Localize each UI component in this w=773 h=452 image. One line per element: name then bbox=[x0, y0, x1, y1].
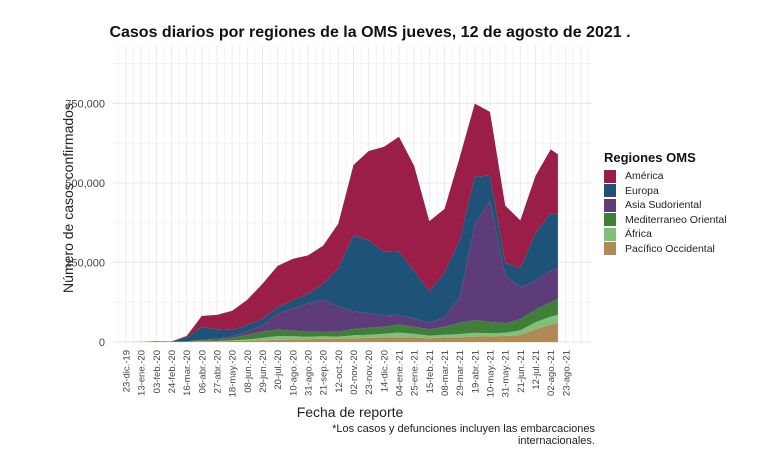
x-axis-label: Fecha de reporte bbox=[296, 404, 404, 420]
x-tick-label: 19-abr.-21 bbox=[470, 350, 481, 393]
x-tick-label: 21-sep.-20 bbox=[319, 350, 330, 395]
x-tick-label: 29-mar.-21 bbox=[455, 350, 466, 396]
legend-swatch bbox=[604, 169, 616, 183]
x-tick-label: 21-jun.-21 bbox=[516, 350, 527, 393]
x-tick-label: 13-ene.-20 bbox=[137, 350, 148, 396]
legend-swatch bbox=[604, 213, 616, 227]
legend-item: Europa bbox=[604, 184, 727, 199]
legend-label: África bbox=[625, 228, 652, 241]
legend-item: África bbox=[604, 227, 727, 242]
x-tick-label: 27-abr.-20 bbox=[213, 350, 224, 393]
legend-item: América bbox=[604, 169, 727, 184]
x-tick-label: 18-may.-20 bbox=[228, 350, 239, 397]
x-tick-label: 31-may.-21 bbox=[501, 350, 512, 397]
x-tick-label: 06-abr.-20 bbox=[197, 350, 208, 393]
x-tick-label: 16-mar.-20 bbox=[182, 350, 193, 396]
x-tick-label: 12-oct.-20 bbox=[334, 350, 345, 393]
x-tick-label: 02-ago.-21 bbox=[546, 350, 557, 396]
x-tick-label: 10-may.-21 bbox=[486, 350, 497, 397]
x-tick-label: 08-mar.-21 bbox=[440, 350, 451, 396]
legend-swatch bbox=[604, 242, 616, 256]
area-mediterraneo-oriental bbox=[126, 299, 558, 342]
legend: Regiones OMS América Europa Asia Sudorient… bbox=[604, 150, 727, 256]
x-tick-label: 02-nov.-20 bbox=[349, 350, 360, 395]
legend-label: Asia Sudoriental bbox=[625, 199, 702, 212]
legend-item: Pacífico Occidental bbox=[604, 242, 727, 257]
x-tick-label: 08-jun.-20 bbox=[243, 350, 254, 393]
x-tick-label: 04-ene.-21 bbox=[395, 350, 406, 396]
legend-label: América bbox=[625, 170, 664, 183]
y-tick-label: 0 bbox=[99, 337, 105, 349]
area-asia-sudoriental bbox=[126, 201, 558, 342]
x-tick-label: 25-ene.-21 bbox=[410, 350, 421, 396]
x-tick-label: 12-jul.-21 bbox=[531, 350, 542, 390]
legend-item: Mediterraneo Oriental bbox=[604, 213, 727, 228]
legend-label: Mediterraneo Oriental bbox=[625, 213, 727, 226]
chart-title: Casos diarios por regiones de la OMS jue… bbox=[109, 24, 631, 41]
x-tick-label: 23-ago.-21 bbox=[561, 350, 572, 396]
x-tick-label: 29-jun.-20 bbox=[258, 350, 269, 393]
area--frica bbox=[126, 314, 558, 342]
x-tick-label: 14-dic.-20 bbox=[379, 350, 390, 392]
legend-swatch bbox=[604, 184, 616, 198]
x-tick-label: 24-feb.-20 bbox=[167, 350, 178, 393]
legend-swatch bbox=[604, 227, 616, 241]
area-europa bbox=[126, 175, 558, 342]
x-tick-label: 03-feb.-20 bbox=[152, 350, 163, 393]
area-pac-fico-occidental bbox=[126, 322, 558, 342]
x-tick-label: 10-ago.-20 bbox=[288, 350, 299, 396]
legend-swatch bbox=[604, 198, 616, 212]
x-tick-label: 20-jul.-20 bbox=[273, 350, 284, 390]
legend-label: Pacífico Occidental bbox=[625, 242, 715, 255]
x-tick-label: 23-nov.-20 bbox=[364, 350, 375, 395]
y-tick-label: 750,000 bbox=[65, 98, 105, 110]
x-tick-label: 23-dic.-19 bbox=[122, 350, 133, 392]
area-am-rica bbox=[126, 103, 558, 342]
y-tick-label: 250,000 bbox=[65, 257, 105, 269]
legend-label: Europa bbox=[625, 184, 659, 197]
y-tick-label: 500,000 bbox=[65, 178, 105, 190]
x-tick-label: 15-feb.-21 bbox=[425, 350, 436, 393]
footnote: *Los casos y defunciones incluyen las em… bbox=[332, 423, 595, 447]
x-tick-label: 31-ago.-20 bbox=[304, 350, 315, 396]
legend-title: Regiones OMS bbox=[604, 150, 696, 165]
legend-item: Asia Sudoriental bbox=[604, 198, 727, 213]
